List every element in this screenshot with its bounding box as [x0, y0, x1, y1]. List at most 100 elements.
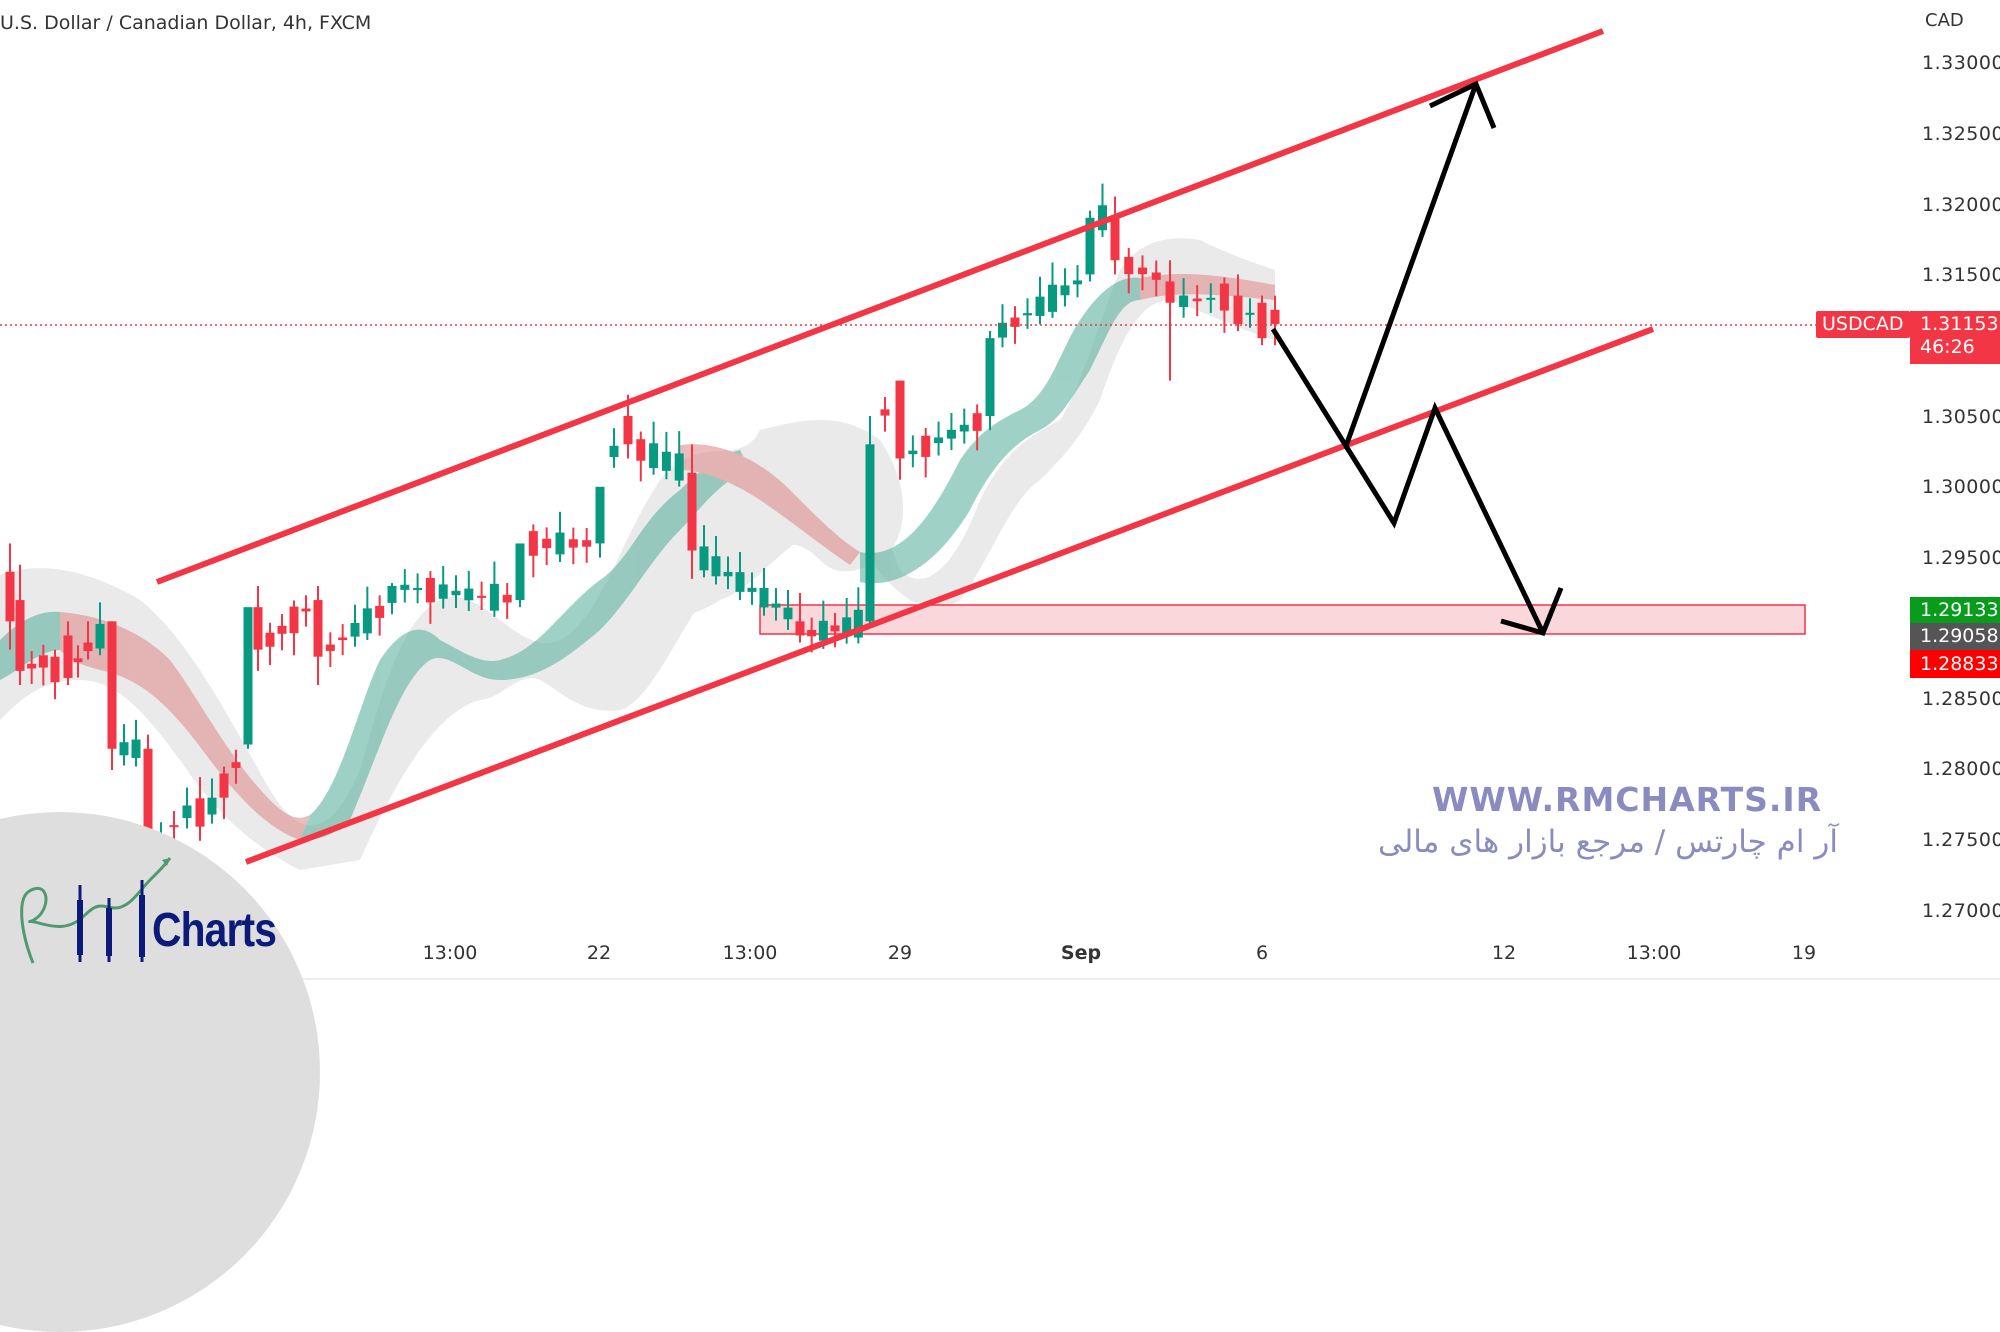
candle	[195, 798, 205, 827]
candle	[735, 572, 745, 592]
time-axis-divider	[0, 978, 2000, 980]
watermark-tagline: آر ام چارتس / مرجع بازار های مالی	[1378, 824, 1838, 860]
price-tick: 1.32500	[1922, 123, 2000, 145]
candle	[63, 635, 73, 678]
candle	[555, 532, 565, 555]
candle	[5, 571, 15, 622]
candle	[73, 658, 83, 663]
rm-logo-icon	[20, 857, 172, 964]
candle	[1085, 217, 1095, 275]
price-tick: 1.27000	[1922, 900, 2000, 922]
candle	[959, 424, 969, 432]
bearish-arrowhead-icon	[1500, 587, 1564, 637]
candle	[880, 409, 890, 416]
candle	[451, 590, 461, 596]
last-price-label: 1.31153 46:26	[1910, 311, 2000, 364]
zone-low-label: 1.28833	[1910, 650, 2000, 678]
time-tick: 13:00	[422, 942, 478, 964]
candle	[1035, 296, 1045, 316]
logo-wordmark: Charts	[152, 904, 277, 957]
candle	[265, 632, 275, 647]
candle	[972, 413, 982, 431]
candle	[985, 338, 995, 416]
candle	[998, 322, 1007, 338]
last-price-value: 1.31153	[1920, 313, 1999, 335]
price-tick: 1.29500	[1922, 547, 2000, 569]
time-tick: 19	[1791, 942, 1817, 964]
candle	[1192, 298, 1202, 302]
time-tick: 22	[586, 942, 612, 964]
candle	[1010, 317, 1020, 327]
candle	[350, 622, 360, 637]
symbol-price-label: USDCAD	[1816, 311, 1910, 338]
candle	[908, 450, 918, 455]
price-tick: 1.31500	[1922, 264, 2000, 286]
candle	[759, 587, 769, 608]
bearish-projection-arrow[interactable]	[1343, 401, 1546, 635]
candle	[1233, 295, 1243, 324]
candle	[289, 606, 299, 634]
candle	[771, 603, 781, 608]
candle	[1048, 284, 1057, 312]
candle	[853, 609, 863, 638]
candle	[747, 587, 757, 592]
bar-countdown: 46:26	[1920, 336, 1975, 358]
price-tick: 1.33000	[1922, 52, 2000, 74]
candlesticks	[5, 183, 1280, 863]
candle	[438, 584, 448, 599]
candle	[313, 600, 323, 657]
candle	[1098, 205, 1107, 231]
candle	[231, 762, 241, 768]
candle	[723, 571, 733, 577]
candle	[50, 656, 60, 683]
candle	[362, 608, 372, 634]
time-tick: 13:00	[722, 942, 778, 964]
candle	[830, 625, 840, 632]
candle	[661, 451, 671, 471]
candle	[946, 429, 956, 439]
candle	[400, 584, 410, 590]
candle	[83, 642, 93, 652]
price-tick: 1.30500	[1922, 406, 2000, 428]
candle	[687, 472, 697, 551]
candle	[807, 629, 817, 637]
candle	[338, 637, 348, 641]
candle	[1060, 285, 1070, 296]
candle	[182, 805, 192, 819]
candle	[895, 380, 905, 459]
bullish-arrowhead-icon	[1428, 80, 1497, 129]
price-tick: 1.30000	[1922, 476, 2000, 498]
candle	[1165, 281, 1175, 303]
candle	[818, 620, 828, 641]
candle	[1073, 280, 1082, 285]
candle	[609, 445, 619, 458]
chart-title: U.S. Dollar / Canadian Dollar, 4h, FXCM	[0, 12, 372, 34]
price-tick: 1.27500	[1922, 829, 2000, 851]
candle	[1245, 312, 1255, 315]
candle	[568, 539, 578, 548]
candle	[582, 540, 592, 547]
support-zone[interactable]	[759, 604, 1806, 635]
candle	[27, 663, 37, 669]
candle	[253, 607, 263, 650]
candle	[595, 486, 605, 544]
price-axis-currency: CAD	[1925, 10, 1964, 31]
candle	[1179, 295, 1189, 308]
ma-ribbon	[0, 274, 1275, 840]
time-tick: 12	[1491, 942, 1517, 964]
candle	[375, 605, 385, 618]
candle	[489, 583, 499, 611]
candle	[842, 617, 852, 635]
price-chart-canvas[interactable]	[0, 0, 2000, 1000]
candle	[38, 655, 48, 668]
candle	[464, 588, 474, 601]
candle	[502, 594, 512, 603]
candle	[1110, 217, 1120, 261]
candle	[143, 748, 153, 853]
time-tick: 29	[887, 942, 913, 964]
bullish-projection-arrow[interactable]	[1270, 83, 1479, 452]
channel-upper-line[interactable]	[155, 28, 1605, 585]
price-tick: 1.32000	[1922, 194, 2000, 216]
candle	[528, 531, 538, 556]
channel-lower-line[interactable]	[244, 326, 1655, 865]
